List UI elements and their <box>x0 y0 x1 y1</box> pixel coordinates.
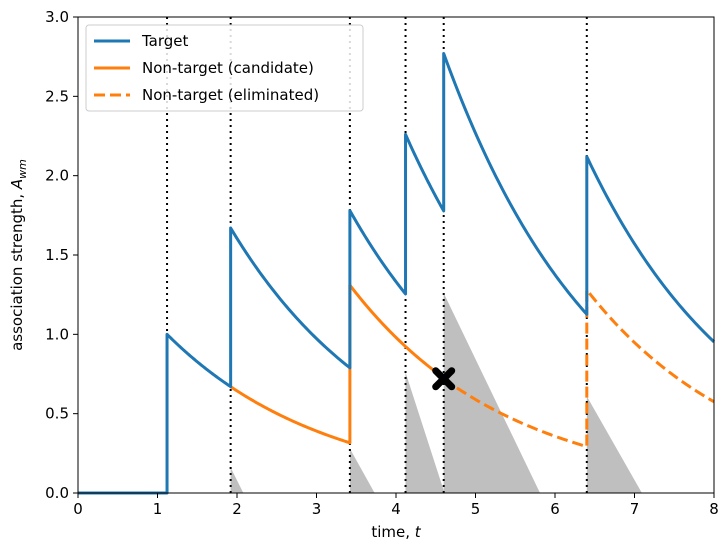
y-tick-label: 0.0 <box>45 484 69 502</box>
y-tick-label: 2.0 <box>45 167 69 185</box>
x-axis-label-text: time, <box>371 523 410 541</box>
legend: Target Non-target (candidate) Non-target (… <box>85 24 364 112</box>
series-line-3 <box>442 288 715 449</box>
x-tick-label: 6 <box>550 500 560 518</box>
shaded-region-4 <box>443 293 541 493</box>
legend-label-3: Non-target (eliminated) <box>142 86 319 104</box>
x-axis-label: time, t <box>371 523 421 541</box>
legend-label-2: Non-target (candidate) <box>142 59 314 77</box>
y-axis-label-text: association strength, <box>8 194 26 351</box>
shaded-region-1 <box>230 467 244 493</box>
series-line-1 <box>77 51 716 495</box>
elimination-marker <box>432 367 456 391</box>
y-tick-label: 1.5 <box>45 246 69 264</box>
y-axis-label-subscript: wm <box>16 159 29 179</box>
legend-box <box>85 24 364 112</box>
y-tick-label: 0.5 <box>45 405 69 423</box>
shaded-region-5 <box>586 396 642 493</box>
plot-area <box>77 17 716 495</box>
x-tick-label: 7 <box>630 500 640 518</box>
legend-label-1: Target <box>141 32 189 50</box>
y-axis-label-var: A <box>8 179 26 190</box>
y-tick-label: 3.0 <box>45 8 69 26</box>
shaded-region-2 <box>349 448 375 493</box>
y-axis-label: association strength, Awm <box>8 159 29 351</box>
y-tick-label: 1.0 <box>45 325 69 343</box>
x-tick-label: 2 <box>232 500 242 518</box>
x-tick-label: 0 <box>73 500 83 518</box>
x-tick-label: 3 <box>312 500 322 518</box>
y-tick-label: 2.5 <box>45 87 69 105</box>
shaded-region-3 <box>405 372 445 493</box>
axis-ticks: 0 1 2 3 4 5 6 7 8 0.0 0.5 1.0 1.5 2.0 2.5 3.0 <box>45 8 719 518</box>
x-tick-label: 5 <box>471 500 481 518</box>
x-tick-label: 4 <box>391 500 401 518</box>
x-tick-label: 8 <box>709 500 719 518</box>
x-tick-label: 1 <box>153 500 163 518</box>
x-axis-label-var: t <box>415 523 422 541</box>
